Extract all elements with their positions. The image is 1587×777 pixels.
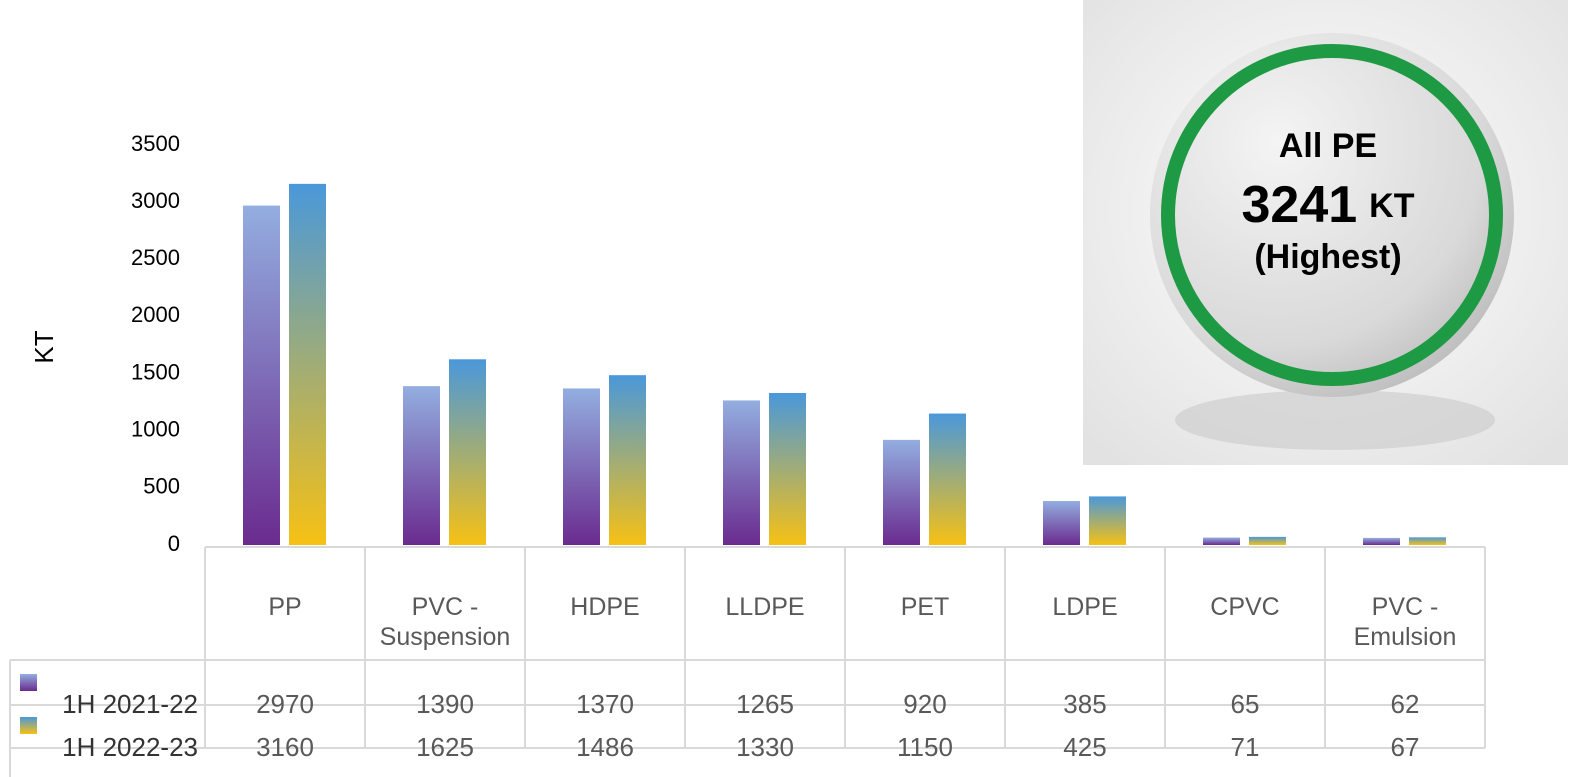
y-tick-label: 3500 (131, 131, 180, 156)
bar (1203, 537, 1240, 545)
x-tick-label: PVC - Suspension (379, 593, 511, 651)
y-axis-label: KT (29, 330, 59, 363)
table-value: 65 (1231, 689, 1260, 719)
table-value: 67 (1391, 732, 1420, 762)
legend-swatch (20, 717, 37, 734)
badge-value: 3241 (1241, 176, 1357, 234)
badge-unit: KT (1369, 187, 1415, 225)
bar (1089, 496, 1126, 545)
table-value: 1330 (736, 732, 794, 762)
badge-value-line: 3241 KT (1241, 176, 1414, 234)
x-tick-label: PET (900, 593, 950, 621)
bar (243, 205, 280, 546)
bar (769, 393, 806, 545)
y-tick-label: 2000 (131, 302, 180, 327)
x-tick-label: LLDPE (725, 593, 805, 621)
table-value: 2970 (256, 689, 314, 719)
x-tick-label: PVC - Emulsion (1353, 593, 1457, 651)
bar (449, 359, 486, 545)
table-value: 1150 (897, 732, 953, 762)
y-tick-label: 2500 (131, 245, 180, 270)
x-tick-label: HDPE (570, 593, 640, 621)
x-tick-label: CPVC (1210, 593, 1280, 621)
table-value: 1390 (416, 689, 474, 719)
bar (289, 183, 326, 545)
bar (563, 388, 600, 545)
y-tick-label: 0 (168, 531, 180, 556)
badge-title: All PE (1279, 127, 1377, 165)
table-value: 1370 (576, 689, 634, 719)
table-value: 425 (1063, 732, 1106, 762)
bar (1363, 537, 1400, 545)
table-value: 1625 (416, 732, 474, 762)
table-value: 62 (1391, 689, 1420, 719)
bar (883, 439, 920, 545)
y-tick-label: 3000 (131, 188, 180, 213)
legend-label: 1H 2021-22 (62, 689, 198, 719)
legend-label: 1H 2022-23 (62, 732, 198, 762)
bar (1249, 536, 1286, 545)
bar (723, 400, 760, 545)
y-tick-label: 1000 (131, 417, 180, 442)
badge-shadow (1175, 390, 1495, 450)
table-value: 1265 (736, 689, 794, 719)
bar (403, 386, 440, 545)
table-value: 3160 (256, 732, 314, 762)
bar (929, 413, 966, 545)
y-tick-label: 500 (143, 474, 180, 499)
legend-swatch (20, 674, 37, 691)
bar (1043, 501, 1080, 545)
table-value: 71 (1231, 732, 1260, 762)
bar (1409, 537, 1446, 545)
table-value: 1486 (576, 732, 634, 762)
y-tick-label: 1500 (131, 359, 180, 384)
table-value: 920 (903, 689, 946, 719)
badge-ring (1161, 44, 1503, 386)
table-value: 385 (1063, 689, 1106, 719)
badge-ball (1150, 33, 1514, 397)
badge-note: (Highest) (1254, 238, 1401, 276)
bar (609, 375, 646, 545)
x-tick-label: LDPE (1052, 593, 1118, 621)
x-tick-label: PP (268, 593, 302, 621)
